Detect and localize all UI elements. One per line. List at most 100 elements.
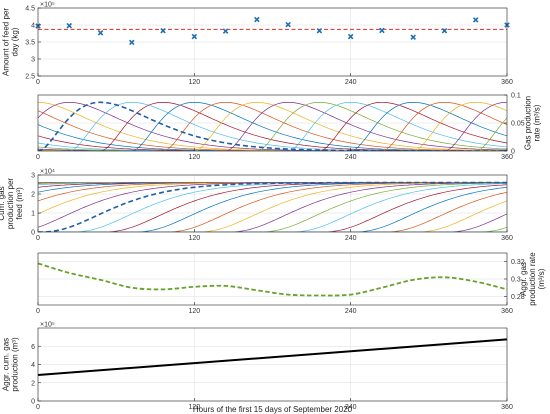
series-curve bbox=[38, 182, 507, 232]
x-tick-label: 240 bbox=[345, 154, 357, 161]
x-tick-label: 0 bbox=[36, 308, 40, 315]
y-axis-label-line: production rate bbox=[528, 252, 537, 306]
series-curve bbox=[38, 101, 507, 151]
y-tick-label: 1 bbox=[31, 211, 35, 218]
series-curve bbox=[38, 186, 507, 232]
y-axis-label: Aggr. gasproduction rate(m³/s) bbox=[519, 252, 546, 306]
y-axis-label-line: (m³/s) bbox=[537, 268, 546, 289]
data-point bbox=[410, 34, 416, 41]
series-curve bbox=[38, 142, 507, 151]
y-axis-label-line: Aggr. gas bbox=[519, 262, 528, 296]
y-tick-label: 0 bbox=[31, 399, 35, 406]
y-axis-label-line: Cum. gas bbox=[0, 186, 6, 220]
data-point bbox=[222, 28, 229, 34]
plot-area bbox=[38, 181, 507, 232]
series-curve bbox=[38, 101, 507, 151]
plot-area bbox=[37, 262, 508, 297]
y-tick-label: 0.28 bbox=[511, 294, 525, 301]
data-point bbox=[191, 33, 198, 40]
y-tick-label: 4.5 bbox=[25, 6, 35, 13]
y-axis-label-line: rate (m³/s) bbox=[533, 104, 542, 141]
data-point bbox=[379, 27, 385, 34]
x-tick-label: 120 bbox=[188, 308, 200, 315]
y-axis-label-line: production per bbox=[6, 178, 15, 229]
y-tick-label: 6 bbox=[31, 344, 35, 351]
panel-cum: 0 120 240 360 0 1 2 3 ×10⁴ Cum. gasproduction per… bbox=[0, 169, 513, 243]
x-tick-label: 360 bbox=[501, 235, 513, 242]
data-point bbox=[97, 30, 104, 36]
x-tick-label: 0 bbox=[36, 235, 40, 242]
plot-area bbox=[37, 338, 508, 376]
series-curve bbox=[38, 101, 507, 151]
panel-feed: 0 120 240 360 2.5 3 3.5 4 4.5 ×10⁵ Amount of feed … bbox=[1, 2, 513, 87]
data-point bbox=[160, 28, 166, 34]
y-tick-label: 3 bbox=[31, 57, 35, 64]
y-tick-label: 2.5 bbox=[25, 74, 35, 81]
aggregated-rate-line bbox=[37, 262, 508, 297]
x-tick-label: 0 bbox=[36, 154, 40, 161]
x-tick-label: 0 bbox=[36, 404, 40, 411]
gridlines bbox=[37, 7, 508, 77]
x-tick-label: 240 bbox=[345, 235, 357, 242]
x-tick-label: 120 bbox=[188, 79, 200, 86]
y-tick-label: 4 bbox=[31, 362, 35, 369]
y-tick-label: 0.3 bbox=[511, 277, 521, 284]
data-point bbox=[316, 28, 323, 34]
y-axis-exponent: ×10⁴ bbox=[40, 169, 55, 176]
series-curve bbox=[38, 200, 507, 232]
y-tick-label: 0 bbox=[511, 149, 515, 156]
series-curve bbox=[38, 101, 507, 151]
series-curve bbox=[38, 182, 507, 232]
x-tick-label: 360 bbox=[501, 404, 513, 411]
series-curve bbox=[38, 184, 507, 232]
y-tick-label: 2 bbox=[31, 380, 35, 387]
gridlines bbox=[37, 253, 508, 305]
series-curve bbox=[38, 101, 507, 151]
y-axis-label: Aggr. cum. gasproduction (m³) bbox=[1, 337, 19, 392]
y-axis-label: Cum. gasproduction perfeed (m³) bbox=[0, 178, 24, 229]
plot-area bbox=[38, 101, 507, 151]
data-point bbox=[347, 33, 354, 40]
y-axis-label-line: day (kg) bbox=[11, 27, 20, 56]
y-axis-label-line: production (m³) bbox=[11, 337, 20, 392]
series-group bbox=[38, 181, 507, 232]
plot-area bbox=[35, 16, 510, 46]
aggregated-cumulative-line bbox=[37, 338, 508, 376]
data-point bbox=[472, 17, 479, 23]
y-axis-label: Amount of feed perday (kg) bbox=[1, 8, 19, 76]
x-tick-label: 360 bbox=[501, 308, 513, 315]
y-tick-label: 0.1 bbox=[511, 93, 521, 100]
axes-box bbox=[37, 174, 508, 233]
y-tick-label: 3 bbox=[31, 173, 35, 180]
x-tick-label: 240 bbox=[345, 79, 357, 86]
data-point bbox=[285, 21, 291, 28]
y-axis-exponent: ×10⁵ bbox=[40, 322, 55, 329]
data-point bbox=[254, 16, 260, 23]
y-axis-label-line: Gas production bbox=[523, 96, 532, 150]
panel-aggcum: 0 120 240 360 0 2 4 6 ×10⁵ Aggr. cum. gasproducti… bbox=[1, 322, 513, 414]
x-tick-label: 240 bbox=[345, 308, 357, 315]
series-curve bbox=[38, 101, 507, 151]
series-curve bbox=[38, 146, 507, 151]
series-curve bbox=[38, 182, 507, 232]
highlighted-curve bbox=[38, 181, 507, 232]
y-tick-label: 3.5 bbox=[25, 40, 35, 47]
series-curve bbox=[38, 101, 507, 151]
series-group bbox=[38, 101, 507, 151]
x-tick-label: 0 bbox=[36, 79, 40, 86]
y-axis-label-line: feed (m³) bbox=[15, 187, 24, 220]
y-axis-label-line: Amount of feed per bbox=[1, 8, 10, 76]
y-axis-label: Gas productionrate (m³/s) bbox=[523, 96, 541, 150]
y-tick-label: 4 bbox=[31, 23, 35, 30]
x-tick-label: 120 bbox=[188, 235, 200, 242]
y-tick-label: 0 bbox=[31, 230, 35, 237]
data-point bbox=[66, 22, 73, 29]
y-axis-label-line: Aggr. cum. gas bbox=[1, 338, 10, 391]
y-axis-exponent: ×10⁵ bbox=[40, 2, 55, 9]
x-tick-label: 360 bbox=[501, 154, 513, 161]
x-tick-label: 120 bbox=[188, 154, 200, 161]
x-tick-label: 360 bbox=[501, 79, 513, 86]
